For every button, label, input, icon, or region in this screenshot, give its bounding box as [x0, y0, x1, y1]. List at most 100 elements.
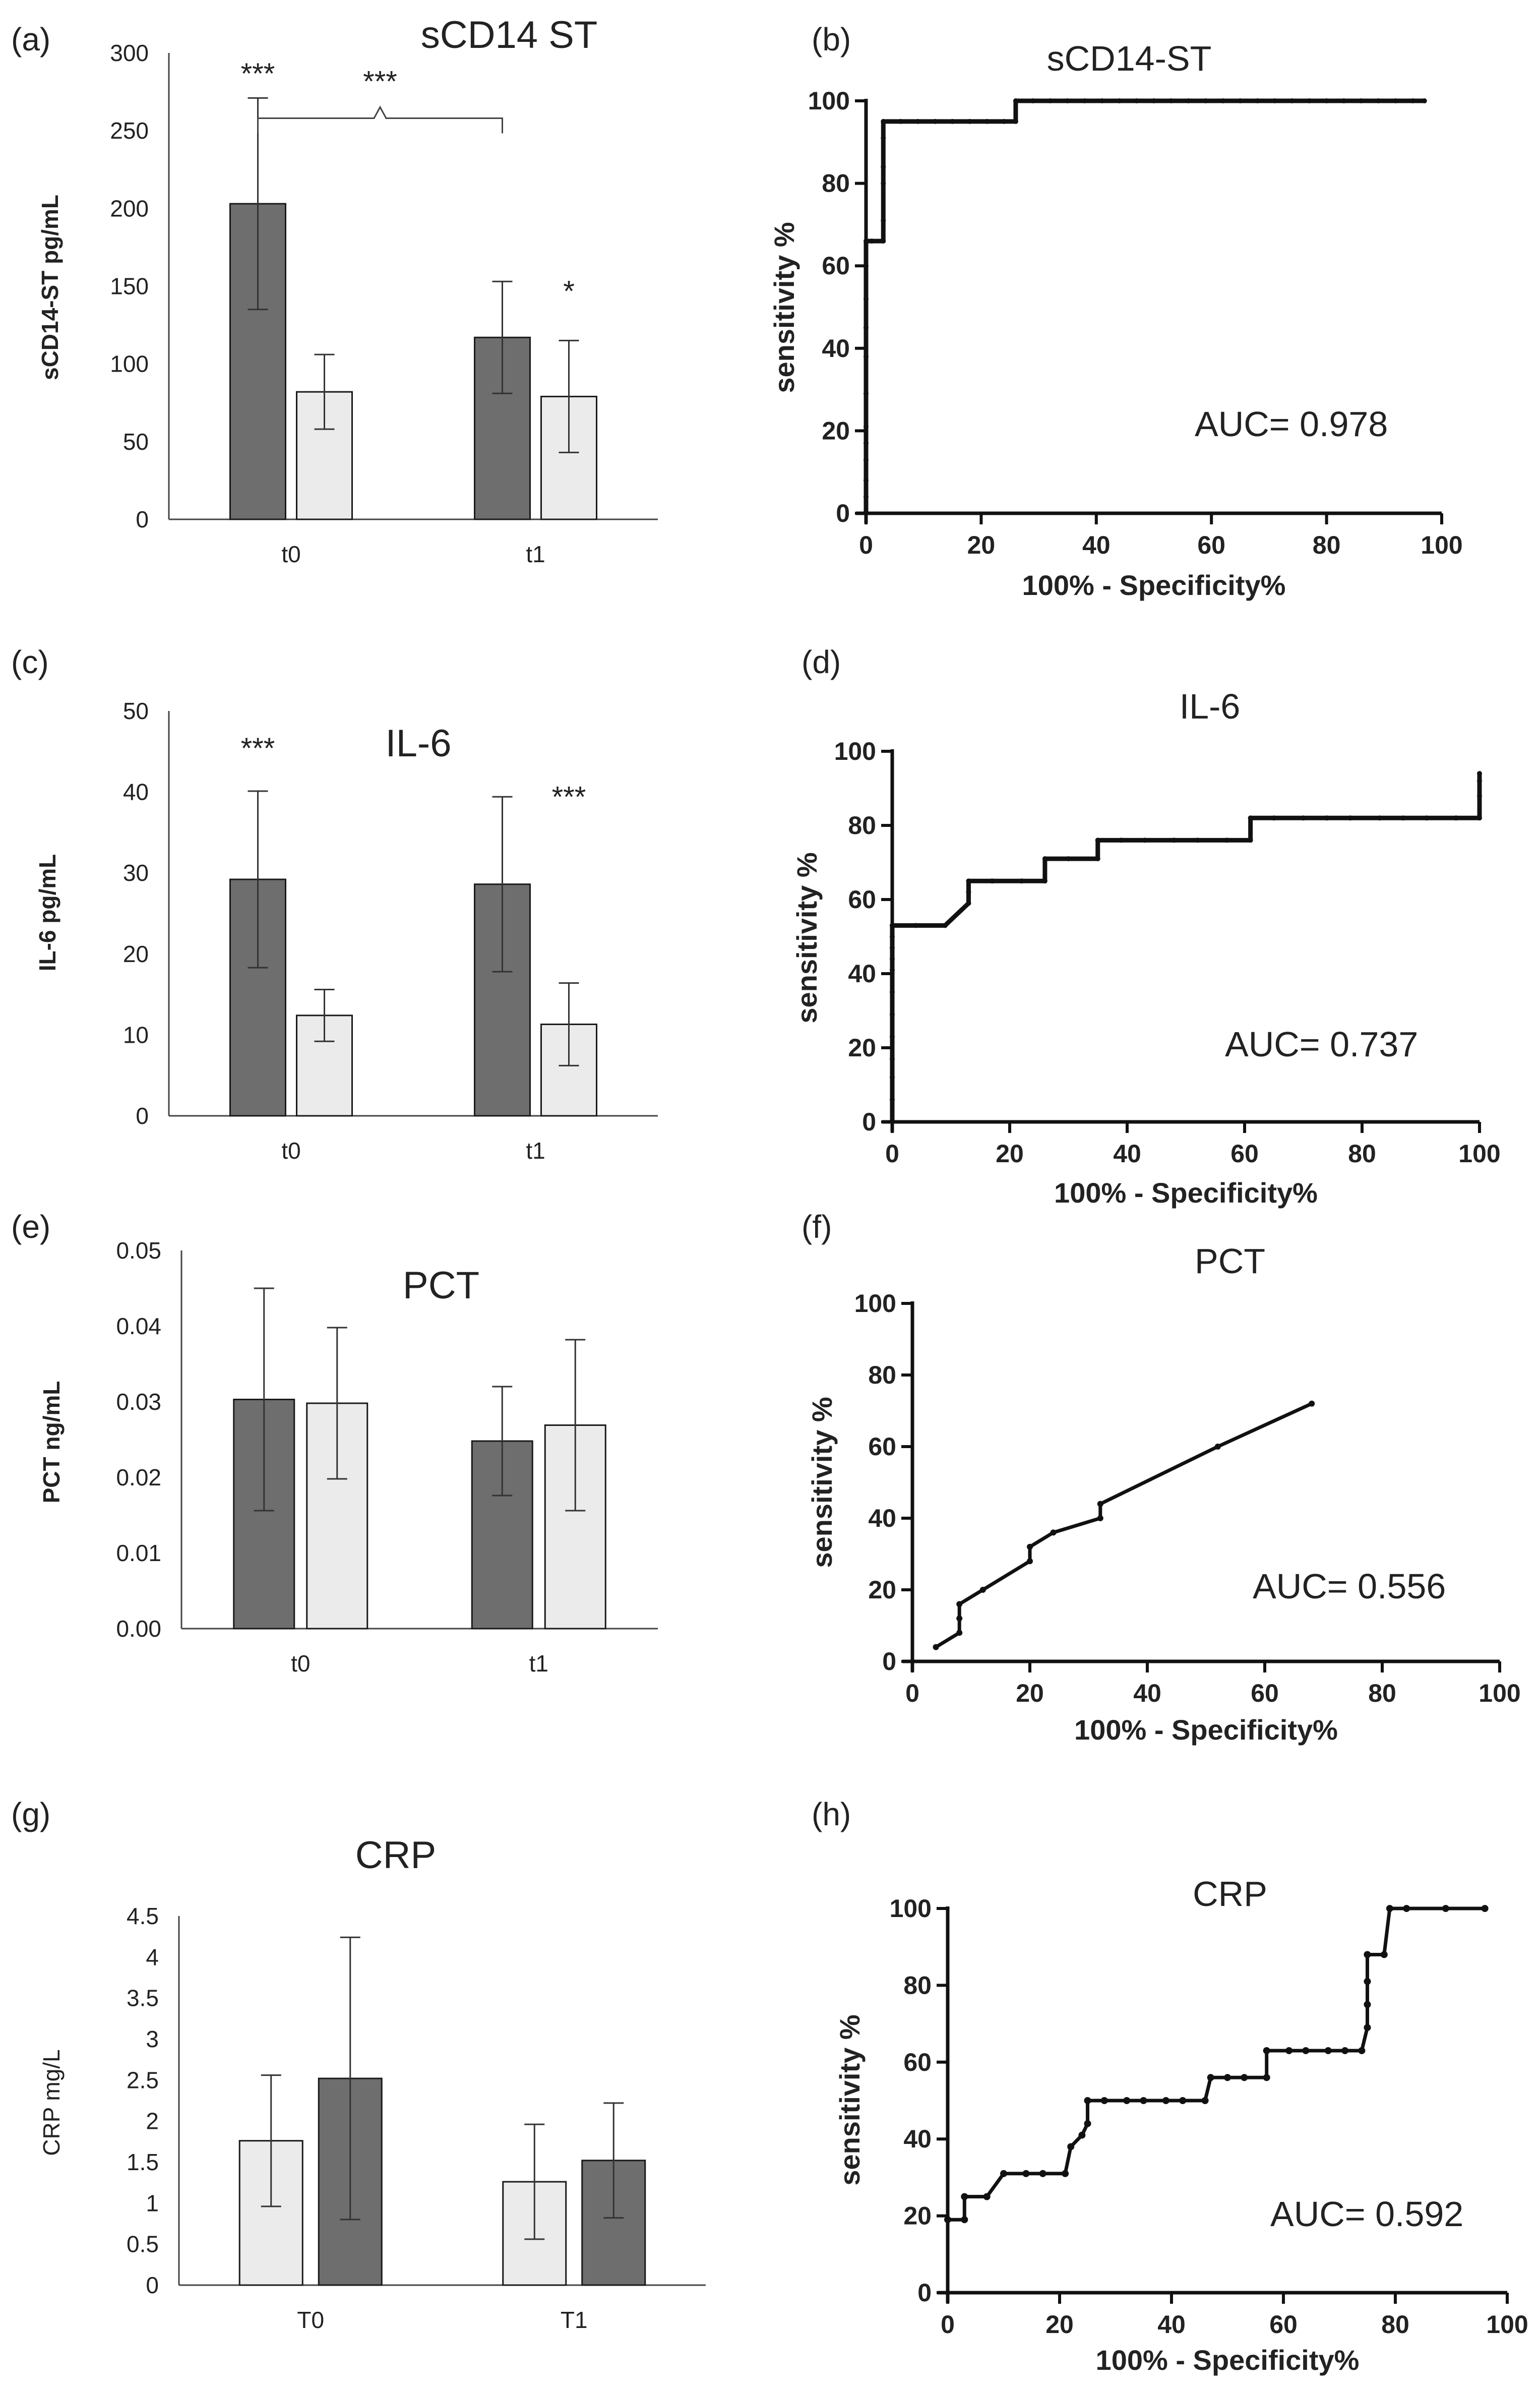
roc-point [864, 424, 869, 430]
roc-point [1341, 2047, 1349, 2054]
roc-point [1224, 2074, 1231, 2081]
roc-point [864, 391, 869, 396]
y-tick-label: 10 [123, 1022, 149, 1048]
y-tick-label: 0 [146, 2272, 159, 2298]
roc-point [1019, 878, 1024, 884]
chart-f: 0 20 40 60 80 100 0 20 40 60 80 100 PCT AUC= 0.556 100… [806, 1241, 1521, 1746]
roc-point [1341, 98, 1346, 103]
roc-point [1271, 815, 1277, 821]
y-axis-label: sensitivity % [806, 1397, 838, 1568]
roc-point [1084, 2097, 1091, 2104]
roc-point [966, 901, 971, 906]
roc-point [1386, 1905, 1393, 1912]
roc-point [1123, 2097, 1131, 2104]
roc-point [1248, 838, 1253, 843]
roc-point [890, 1097, 895, 1102]
x-category-label: t0 [291, 1650, 310, 1677]
roc-point [1377, 815, 1382, 821]
chart-c: 0 10 20 30 40 50 t0 t1 IL-6 IL-6 pg/mL *** *** [34, 698, 658, 1164]
roc-point [1151, 98, 1156, 103]
roc-point [864, 296, 869, 302]
roc-point [864, 354, 869, 360]
roc-point [1078, 2131, 1086, 2139]
x-category-label: t0 [281, 1138, 300, 1164]
y-axis-label: sCD14-ST pg/mL [37, 195, 63, 380]
roc-point [1099, 98, 1105, 103]
chart-e: 0.00 0.01 0.02 0.03 0.04 0.05 t0 t1 PCT PCT ng/mL [38, 1237, 658, 1677]
roc-point [1442, 1905, 1449, 1912]
roc-point [1203, 98, 1208, 103]
significance-mark: *** [241, 57, 275, 90]
y-tick-label: 40 [123, 779, 149, 805]
roc-point [983, 2193, 991, 2200]
x-tick-label: 100 [1421, 531, 1462, 559]
roc-point [933, 1644, 939, 1650]
roc-point [1013, 118, 1018, 124]
x-tick-label: 40 [1082, 531, 1111, 559]
roc-point [1453, 815, 1459, 821]
chart-title: IL-6 [1180, 687, 1241, 726]
significance-mark: * [563, 275, 575, 308]
x-tick-label: 0 [905, 1679, 919, 1707]
x-tick-label: 80 [1313, 531, 1341, 559]
panel-labels: (a) (b) (c) (d) (e) (f) (g) (h) [11, 21, 851, 1832]
roc-point [864, 494, 869, 500]
roc-point [1302, 2047, 1310, 2054]
panel-label-h: (h) [812, 1796, 851, 1832]
roc-point [881, 238, 886, 244]
roc-point [966, 889, 971, 895]
roc-point [1410, 98, 1415, 103]
x-axis-label: 100% - Specificity% [1074, 1714, 1338, 1746]
y-tick-label: 250 [110, 117, 149, 144]
roc-point [1095, 856, 1100, 862]
y-axis-label: CRP mg/L [38, 2049, 65, 2156]
y-tick-label: 100 [110, 351, 149, 377]
roc-point [1220, 98, 1226, 103]
roc-point [890, 1034, 895, 1039]
x-tick-label: 80 [1368, 1679, 1396, 1707]
y-tick-label: 4.5 [127, 1903, 159, 1929]
roc-point [864, 457, 869, 462]
y-tick-label: 60 [903, 2048, 932, 2076]
auc-annotation: AUC= 0.978 [1195, 404, 1388, 444]
x-axis-label: 100% - Specificity% [1022, 569, 1286, 601]
roc-point [1481, 1905, 1489, 1912]
x-tick-label: 20 [1045, 2310, 1074, 2339]
auc-annotation: AUC= 0.592 [1270, 2194, 1463, 2234]
roc-point [881, 181, 886, 186]
roc-point [881, 218, 886, 223]
roc-point [890, 1011, 895, 1017]
roc-point [1134, 98, 1139, 103]
roc-point [1307, 98, 1312, 103]
chart-g: 0 0.5 1 1.5 2 2.5 3 3.5 4 4.5 T0 T1 CRP CRP mg/L [38, 1834, 706, 2333]
roc-point [1358, 2047, 1366, 2054]
roc-curve-line [864, 98, 1425, 513]
roc-point [1027, 1543, 1033, 1550]
roc-point [1172, 838, 1177, 843]
roc-point [1324, 98, 1329, 103]
y-tick-label: 30 [123, 860, 149, 886]
auc-annotation: AUC= 0.556 [1253, 1567, 1446, 1606]
panel-label-c: (c) [11, 644, 49, 680]
roc-point [869, 238, 875, 244]
y-tick-label: 0 [882, 1647, 896, 1676]
x-category-label: T0 [297, 2307, 324, 2333]
roc-point [1179, 2097, 1187, 2104]
x-tick-label: 0 [941, 2310, 955, 2339]
roc-point [890, 1056, 895, 1062]
roc-point [1393, 98, 1398, 103]
y-tick-label: 3 [146, 2026, 159, 2052]
roc-point [1477, 771, 1482, 776]
roc-point [1030, 98, 1036, 103]
chart-title: sCD14-ST [1047, 39, 1212, 78]
y-tick-label: 20 [123, 941, 149, 967]
x-tick-label: 80 [1381, 2310, 1409, 2339]
roc-point [1042, 878, 1048, 884]
roc-point [1285, 2047, 1293, 2054]
roc-point [1117, 98, 1122, 103]
y-tick-label: 4 [146, 1944, 159, 1970]
auc-annotation: AUC= 0.737 [1225, 1025, 1418, 1064]
y-tick-label: 80 [822, 169, 850, 198]
roc-point [890, 934, 895, 939]
